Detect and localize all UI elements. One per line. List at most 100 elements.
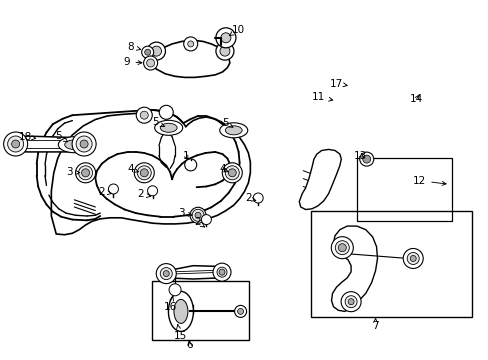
Text: 5: 5	[55, 131, 67, 142]
Circle shape	[147, 42, 165, 60]
Circle shape	[403, 248, 422, 269]
Text: 8: 8	[127, 42, 141, 52]
Circle shape	[151, 46, 161, 56]
Circle shape	[136, 107, 152, 123]
Polygon shape	[331, 226, 377, 311]
Ellipse shape	[219, 123, 247, 138]
Text: 15: 15	[173, 325, 186, 341]
Circle shape	[72, 132, 96, 156]
Circle shape	[76, 163, 95, 183]
Circle shape	[140, 169, 148, 177]
Text: 2: 2	[194, 217, 204, 228]
Circle shape	[190, 207, 205, 223]
Circle shape	[160, 267, 172, 280]
Circle shape	[8, 136, 23, 152]
Circle shape	[234, 305, 246, 318]
Circle shape	[221, 33, 230, 43]
Circle shape	[183, 37, 197, 51]
Circle shape	[140, 111, 148, 119]
Ellipse shape	[168, 291, 193, 332]
Text: 3: 3	[66, 167, 80, 177]
Circle shape	[163, 271, 169, 276]
Circle shape	[76, 136, 92, 152]
Circle shape	[219, 269, 224, 275]
Circle shape	[216, 42, 233, 60]
Circle shape	[345, 296, 356, 308]
Circle shape	[81, 169, 89, 177]
Circle shape	[341, 292, 360, 312]
Circle shape	[187, 41, 193, 47]
Polygon shape	[299, 149, 341, 210]
Circle shape	[12, 140, 20, 148]
Text: 10: 10	[229, 24, 244, 36]
Bar	[310, 211, 471, 317]
Circle shape	[201, 215, 211, 225]
Text: 2: 2	[98, 186, 111, 197]
Text: 2: 2	[244, 193, 255, 203]
Circle shape	[143, 56, 157, 70]
Circle shape	[222, 163, 242, 183]
Circle shape	[225, 166, 239, 180]
Text: 1: 1	[182, 150, 189, 161]
Ellipse shape	[64, 140, 84, 149]
Ellipse shape	[174, 300, 187, 323]
Circle shape	[331, 237, 352, 259]
Circle shape	[146, 59, 154, 67]
Circle shape	[147, 186, 157, 196]
Text: 9: 9	[123, 57, 142, 67]
Text: 2: 2	[137, 189, 150, 199]
Circle shape	[3, 132, 28, 156]
Circle shape	[80, 140, 88, 148]
Circle shape	[237, 309, 243, 314]
Ellipse shape	[160, 123, 177, 132]
Text: 11: 11	[311, 92, 332, 102]
Text: 6: 6	[186, 340, 193, 350]
Text: 4: 4	[219, 164, 228, 174]
Circle shape	[137, 166, 151, 180]
Circle shape	[362, 155, 370, 163]
Polygon shape	[51, 110, 250, 235]
Circle shape	[253, 193, 263, 203]
Circle shape	[79, 166, 92, 180]
Text: 4: 4	[127, 164, 138, 174]
Text: 12: 12	[412, 176, 445, 186]
Polygon shape	[11, 136, 90, 152]
Circle shape	[359, 152, 373, 166]
Polygon shape	[144, 40, 229, 77]
Circle shape	[192, 209, 203, 221]
Text: 13: 13	[353, 150, 367, 161]
Circle shape	[228, 169, 236, 177]
Circle shape	[156, 264, 176, 284]
Text: 14: 14	[409, 94, 423, 104]
Circle shape	[338, 244, 346, 252]
Circle shape	[335, 241, 348, 255]
Circle shape	[142, 46, 153, 58]
Circle shape	[407, 252, 418, 265]
Bar	[151, 281, 249, 340]
Bar	[356, 158, 451, 221]
Circle shape	[217, 267, 226, 277]
Circle shape	[213, 263, 230, 281]
Circle shape	[220, 46, 229, 56]
Circle shape	[108, 184, 118, 194]
Text: 17: 17	[329, 78, 346, 89]
Text: 5: 5	[152, 117, 164, 127]
Polygon shape	[160, 266, 225, 279]
Circle shape	[409, 256, 415, 261]
Text: 5: 5	[222, 118, 232, 128]
Circle shape	[184, 159, 196, 171]
Text: 3: 3	[178, 208, 192, 218]
Ellipse shape	[58, 137, 90, 153]
Circle shape	[347, 299, 353, 305]
Circle shape	[216, 28, 235, 48]
Text: 16: 16	[163, 296, 177, 312]
Ellipse shape	[225, 126, 242, 135]
Circle shape	[134, 163, 154, 183]
Circle shape	[195, 212, 201, 218]
Ellipse shape	[154, 120, 183, 135]
Text: 7: 7	[371, 318, 378, 331]
Circle shape	[169, 284, 181, 296]
Text: 18: 18	[19, 132, 36, 142]
Circle shape	[144, 49, 150, 55]
Circle shape	[159, 105, 173, 119]
